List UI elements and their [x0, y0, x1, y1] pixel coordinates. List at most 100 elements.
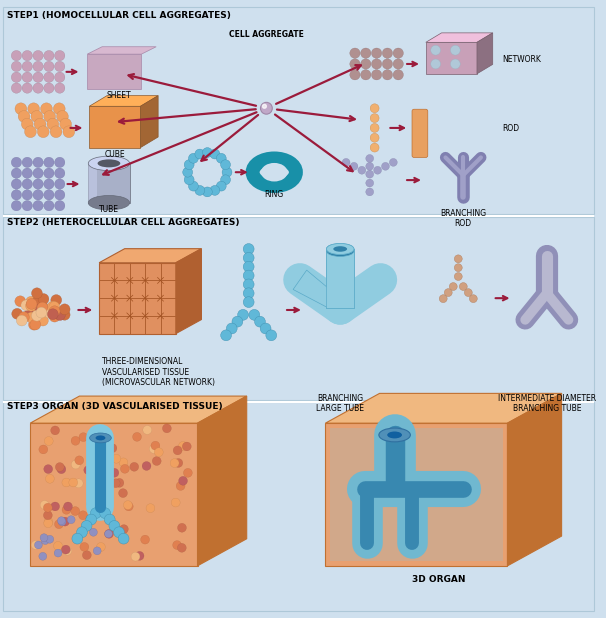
- Text: NETWORK: NETWORK: [502, 55, 541, 64]
- Text: THREE-DIMENSIONAL
VASCULARISED TISSUE
(MICROVASCULAR NETWORK): THREE-DIMENSIONAL VASCULARISED TISSUE (M…: [102, 357, 215, 387]
- Circle shape: [243, 252, 254, 263]
- Circle shape: [108, 444, 117, 452]
- Circle shape: [109, 520, 120, 531]
- Circle shape: [57, 465, 66, 473]
- Circle shape: [53, 103, 65, 114]
- Circle shape: [238, 310, 248, 320]
- Circle shape: [179, 441, 187, 451]
- Circle shape: [382, 163, 390, 170]
- Circle shape: [40, 501, 49, 509]
- Circle shape: [459, 282, 467, 290]
- Circle shape: [97, 506, 106, 514]
- Circle shape: [390, 158, 398, 166]
- Circle shape: [12, 190, 22, 200]
- Circle shape: [118, 528, 127, 536]
- Circle shape: [243, 288, 254, 298]
- Circle shape: [90, 528, 98, 536]
- Circle shape: [46, 535, 54, 543]
- Circle shape: [243, 279, 254, 290]
- Circle shape: [55, 310, 65, 320]
- Circle shape: [44, 200, 54, 211]
- Circle shape: [63, 546, 72, 555]
- Circle shape: [216, 181, 226, 191]
- Circle shape: [184, 175, 194, 185]
- Ellipse shape: [450, 59, 460, 69]
- Circle shape: [35, 541, 42, 549]
- Circle shape: [135, 551, 144, 561]
- Circle shape: [21, 300, 32, 311]
- Circle shape: [22, 179, 32, 189]
- Circle shape: [51, 295, 62, 305]
- Circle shape: [454, 264, 462, 271]
- Circle shape: [71, 436, 80, 445]
- Circle shape: [371, 70, 382, 80]
- Circle shape: [44, 51, 54, 61]
- Circle shape: [44, 519, 53, 528]
- Circle shape: [44, 503, 52, 512]
- Ellipse shape: [98, 159, 121, 167]
- Circle shape: [370, 114, 379, 122]
- Circle shape: [21, 118, 33, 130]
- Polygon shape: [30, 423, 198, 566]
- Circle shape: [342, 158, 350, 166]
- Circle shape: [59, 304, 70, 315]
- Circle shape: [255, 316, 265, 327]
- Circle shape: [55, 61, 65, 72]
- Circle shape: [146, 504, 155, 512]
- Circle shape: [58, 517, 65, 525]
- Circle shape: [184, 160, 194, 169]
- Circle shape: [45, 475, 55, 483]
- Ellipse shape: [327, 245, 354, 256]
- Text: STEP2 (HETEROCELLULAR CELL AGGREGATES): STEP2 (HETEROCELLULAR CELL AGGREGATES): [7, 218, 239, 227]
- Polygon shape: [293, 270, 352, 308]
- Circle shape: [47, 309, 58, 320]
- Circle shape: [49, 302, 60, 312]
- Circle shape: [361, 59, 371, 69]
- Circle shape: [33, 61, 43, 72]
- Circle shape: [33, 179, 43, 189]
- Circle shape: [232, 316, 243, 327]
- Circle shape: [56, 111, 68, 122]
- Circle shape: [51, 502, 59, 511]
- Polygon shape: [141, 96, 158, 148]
- Circle shape: [49, 306, 60, 316]
- Circle shape: [179, 476, 187, 485]
- Circle shape: [22, 61, 32, 72]
- Circle shape: [174, 459, 183, 467]
- Circle shape: [44, 437, 53, 446]
- Circle shape: [25, 297, 36, 307]
- Circle shape: [72, 460, 80, 469]
- Circle shape: [12, 168, 22, 179]
- Circle shape: [58, 518, 66, 526]
- Circle shape: [170, 459, 179, 467]
- Circle shape: [32, 310, 42, 321]
- Circle shape: [393, 70, 404, 80]
- Circle shape: [119, 489, 127, 497]
- Circle shape: [55, 72, 65, 82]
- Circle shape: [178, 543, 186, 552]
- Circle shape: [44, 190, 54, 200]
- Ellipse shape: [90, 433, 112, 443]
- Circle shape: [28, 320, 39, 330]
- Circle shape: [382, 70, 393, 80]
- Circle shape: [96, 543, 105, 551]
- Circle shape: [261, 103, 272, 114]
- Ellipse shape: [431, 45, 441, 55]
- Circle shape: [112, 454, 121, 463]
- FancyBboxPatch shape: [412, 109, 428, 158]
- Circle shape: [44, 179, 54, 189]
- Circle shape: [454, 273, 462, 281]
- Circle shape: [243, 297, 254, 308]
- Circle shape: [18, 311, 29, 323]
- Text: CELL AGGREGATE: CELL AGGREGATE: [229, 30, 304, 40]
- Circle shape: [12, 200, 22, 211]
- Circle shape: [32, 541, 40, 549]
- Circle shape: [88, 484, 98, 493]
- Circle shape: [22, 200, 32, 211]
- Circle shape: [32, 288, 42, 298]
- Circle shape: [37, 302, 48, 313]
- Ellipse shape: [327, 243, 354, 255]
- Circle shape: [12, 72, 22, 82]
- Polygon shape: [89, 106, 141, 148]
- Circle shape: [38, 315, 48, 326]
